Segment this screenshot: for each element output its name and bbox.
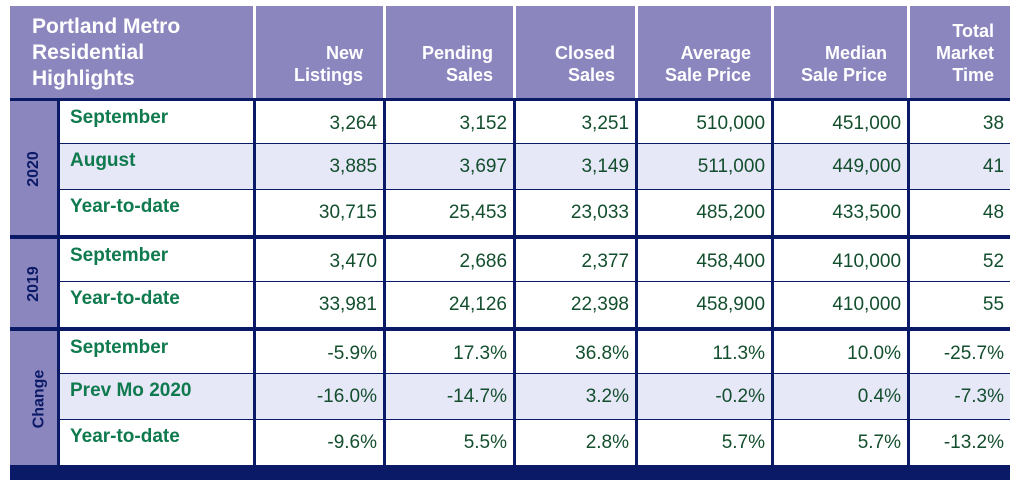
table-row: Prev Mo 2020 -16.0% -14.7% 3.2% -0.2% 0.… (10, 374, 1011, 420)
cell-value: 23,033 (516, 190, 639, 236)
group-label-text: 2019 (24, 266, 42, 302)
cell-value: 3,149 (516, 144, 639, 190)
column-header-new-listings: New Listings (256, 6, 387, 98)
row-label: Year-to-date (60, 282, 257, 328)
highlights-table: Portland Metro Residential Highlights Ne… (10, 6, 1011, 466)
table-row: Year-to-date 30,715 25,453 23,033 485,20… (10, 190, 1011, 236)
row-label: Year-to-date (60, 190, 257, 236)
cell-value: 2,377 (516, 236, 639, 282)
table-row: Change September -5.9% 17.3% 36.8% 11.3%… (10, 328, 1011, 466)
group-label-text: 2020 (24, 151, 42, 187)
cell-value: 451,000 (774, 98, 911, 144)
group-label-change: Change (10, 328, 60, 466)
cell-value: -7.3% (910, 374, 1011, 420)
cell-value: -0.2% (638, 374, 775, 420)
column-header-closed-sales: Closed Sales (516, 6, 639, 98)
header-line: Sale Price (664, 65, 752, 85)
cell-value: -14.7% (386, 374, 517, 420)
cell-value: -13.2% (910, 420, 1011, 466)
cell-value: 410,000 (774, 236, 911, 282)
row-label: September (60, 98, 257, 144)
row-label: August (60, 144, 257, 190)
header-line: Sale Price (800, 65, 888, 85)
cell-value: 3.2% (516, 374, 639, 420)
cell-value: 511,000 (638, 144, 775, 190)
cell-value: 5.5% (386, 420, 517, 466)
cell-value: 33,981 (256, 282, 387, 328)
column-header-total-market-time: Total Market Time (910, 6, 1011, 98)
group-label-text: Change (30, 369, 48, 429)
table-row: 2019 September 3,470 2,686 2,377 458,400… (10, 236, 1011, 328)
header-row: Portland Metro Residential Highlights Ne… (10, 6, 1011, 98)
header-line: Pending (422, 43, 494, 63)
header-line: New (326, 43, 364, 63)
table-row: Year-to-date 33,981 24,126 22,398 458,90… (10, 282, 1011, 328)
cell-value: 48 (910, 190, 1011, 236)
table-row: August 3,885 3,697 3,149 511,000 449,000… (10, 144, 1011, 190)
cell-value: 5.7% (638, 420, 775, 466)
header-line: Sales (567, 65, 616, 85)
header-line: Average (680, 43, 752, 63)
cell-value: 3,470 (256, 236, 387, 282)
cell-value: 0.4% (774, 374, 911, 420)
cell-value: 25,453 (386, 190, 517, 236)
row-label: September (60, 236, 257, 282)
cell-value: 2.8% (516, 420, 639, 466)
cell-value: 17.3% (386, 328, 517, 374)
cell-value: 52 (910, 236, 1011, 282)
header-line: Market (935, 43, 995, 63)
row-label: Year-to-date (60, 420, 257, 466)
table-title: Portland Metro Residential Highlights (10, 6, 257, 98)
row-label: September (60, 328, 257, 374)
row-label: Prev Mo 2020 (60, 374, 257, 420)
cell-value: 24,126 (386, 282, 517, 328)
cell-value: 38 (910, 98, 1011, 144)
cell-value: 3,251 (516, 98, 639, 144)
header-line: Total (952, 21, 995, 41)
title-line: Highlights (32, 67, 135, 90)
cell-value: 510,000 (638, 98, 775, 144)
column-header-pending-sales: Pending Sales (386, 6, 517, 98)
cell-value: 3,264 (256, 98, 387, 144)
header-line: Time (952, 65, 995, 85)
group-label-2020: 2020 (10, 98, 60, 236)
table-row: Year-to-date -9.6% 5.5% 2.8% 5.7% 5.7% -… (10, 420, 1011, 466)
cell-value: 458,400 (638, 236, 775, 282)
cell-value: 485,200 (638, 190, 775, 236)
table-row: 2020 September 3,264 3,152 3,251 510,000… (10, 98, 1011, 236)
cell-value: -16.0% (256, 374, 387, 420)
highlights-table-frame: Portland Metro Residential Highlights Ne… (10, 6, 1011, 480)
cell-value: 3,697 (386, 144, 517, 190)
cell-value: 458,900 (638, 282, 775, 328)
header-line: Listings (294, 65, 364, 85)
group-label-2019: 2019 (10, 236, 60, 328)
title-line: Residential (32, 41, 145, 64)
column-header-average-sale-price: Average Sale Price (638, 6, 775, 98)
column-header-median-sale-price: Median Sale Price (774, 6, 911, 98)
cell-value: 11.3% (638, 328, 775, 374)
cell-value: 55 (910, 282, 1011, 328)
cell-value: 449,000 (774, 144, 911, 190)
cell-value: 10.0% (774, 328, 911, 374)
cell-value: -25.7% (910, 328, 1011, 374)
title-line: Portland Metro (32, 15, 181, 38)
cell-value: 30,715 (256, 190, 387, 236)
cell-value: 2,686 (386, 236, 517, 282)
cell-value: 3,152 (386, 98, 517, 144)
cell-value: 22,398 (516, 282, 639, 328)
header-line: Median (825, 43, 888, 63)
cell-value: -5.9% (256, 328, 387, 374)
cell-value: 433,500 (774, 190, 911, 236)
cell-value: 36.8% (516, 328, 639, 374)
cell-value: 3,885 (256, 144, 387, 190)
cell-value: 410,000 (774, 282, 911, 328)
cell-value: 5.7% (774, 420, 911, 466)
header-line: Closed (555, 43, 616, 63)
cell-value: -9.6% (256, 420, 387, 466)
cell-value: 41 (910, 144, 1011, 190)
header-line: Sales (445, 65, 494, 85)
